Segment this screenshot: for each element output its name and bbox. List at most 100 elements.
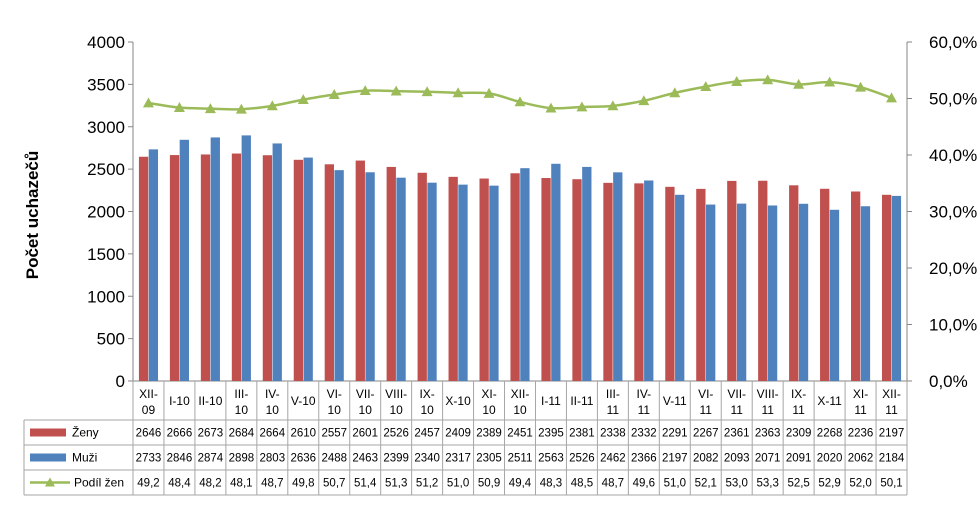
point-podil-zen [514, 96, 526, 107]
point-podil-zen [173, 102, 185, 112]
bar-zeny [572, 179, 582, 381]
table-value: 2874 [198, 453, 224, 465]
table-value: 2457 [414, 428, 440, 440]
bar-zeny [851, 191, 861, 381]
table-value: 52,1 [695, 478, 717, 490]
table-value: 2462 [600, 453, 626, 465]
table-value: 2361 [724, 428, 750, 440]
x-tick-label: VII- [727, 387, 746, 401]
table-value: 51,4 [354, 478, 377, 490]
point-podil-zen [452, 87, 464, 98]
bar-zeny [324, 164, 334, 381]
x-tick-label: XII- [511, 387, 530, 401]
x-tick-label: 10 [482, 403, 496, 417]
table-value: 50,1 [880, 478, 902, 490]
table-value: 2636 [290, 453, 316, 465]
table-value: 2846 [167, 453, 193, 465]
table-value: 2526 [383, 428, 409, 440]
bar-zeny [386, 166, 396, 381]
x-tick-label: XII- [139, 387, 158, 401]
table-value: 50,7 [323, 478, 345, 490]
table-value: 52,9 [818, 478, 840, 490]
table-value: 2898 [229, 453, 255, 465]
y-tick-label: 3000 [87, 118, 125, 137]
table-value: 51,0 [664, 478, 686, 490]
y2-tick-label: 60,0% [929, 33, 977, 52]
x-tick-label: XI- [853, 387, 868, 401]
x-tick-label: X-10 [445, 394, 471, 408]
legend-key-marker [45, 477, 55, 487]
point-podil-zen [793, 78, 805, 89]
x-tick-label: XII- [882, 387, 901, 401]
legend-label: Muži [72, 451, 97, 465]
bar-muzi [303, 157, 313, 381]
bar-zeny [541, 178, 551, 381]
point-podil-zen [359, 85, 371, 95]
bar-zeny [881, 194, 892, 381]
legend-key-zeny [30, 428, 66, 437]
bar-zeny [696, 188, 706, 381]
table-value: 2317 [445, 453, 471, 465]
x-tick-label: VII- [356, 387, 375, 401]
bar-muzi [675, 194, 685, 381]
bar-muzi [427, 182, 437, 381]
table-value: 53,0 [726, 478, 748, 490]
bar-muzi [520, 168, 530, 381]
bar-zeny [417, 172, 427, 381]
x-tick-label: III- [606, 387, 620, 401]
point-podil-zen [266, 100, 278, 111]
point-podil-zen [700, 81, 712, 92]
table-value: 2389 [476, 428, 502, 440]
table-value: 52,0 [849, 478, 871, 490]
x-tick-label: VI- [327, 387, 342, 401]
table-value: 2646 [136, 428, 162, 440]
table-value: 2236 [848, 428, 874, 440]
y2-tick-label: 40,0% [929, 146, 977, 165]
table-value: 2526 [569, 453, 595, 465]
table-value: 2091 [786, 453, 812, 465]
point-podil-zen [328, 89, 340, 99]
x-tick-label: X-11 [817, 394, 842, 408]
bar-muzi [582, 166, 592, 381]
bar-zeny [138, 156, 149, 381]
bar-muzi [767, 205, 778, 381]
table-value: 2733 [136, 453, 162, 465]
table-value: 2673 [198, 428, 224, 440]
y2-tick-label: 20,0% [929, 259, 977, 278]
table-value: 2803 [260, 453, 286, 465]
bar-muzi [736, 203, 747, 381]
x-tick-label: 10 [389, 403, 403, 417]
bar-muzi [241, 135, 251, 381]
y-tick-label: 1500 [87, 245, 125, 264]
y-tick-label: 0 [116, 372, 125, 391]
bar-muzi [891, 195, 902, 381]
table-value: 2601 [352, 428, 378, 440]
bar-muzi [644, 180, 654, 381]
table-value: 2366 [631, 453, 657, 465]
point-podil-zen [235, 103, 247, 114]
legend-key-muzi [30, 453, 66, 462]
bar-zeny [510, 173, 520, 381]
table-value: 2666 [167, 428, 193, 440]
x-tick-label: IV- [265, 387, 280, 401]
x-tick-label: IX- [791, 387, 806, 401]
y2-tick-label: 10,0% [929, 316, 977, 335]
table-value: 2684 [229, 428, 255, 440]
point-podil-zen [390, 85, 402, 96]
table-value: 48,3 [540, 478, 562, 490]
table-value: 2563 [538, 453, 564, 465]
y-tick-label: 2000 [87, 203, 125, 222]
table-value: 50,9 [478, 478, 500, 490]
bar-muzi [458, 184, 468, 381]
table-value: 2071 [755, 453, 781, 465]
x-tick-label: 11 [792, 403, 805, 417]
bar-muzi [860, 206, 871, 381]
bar-zeny [603, 182, 613, 381]
table-value: 49,8 [292, 478, 314, 490]
x-tick-label: V-10 [291, 394, 316, 408]
x-tick-label: I-10 [169, 394, 190, 408]
x-tick-label: 10 [359, 403, 373, 417]
bar-zeny [665, 186, 675, 381]
table-value: 2197 [879, 428, 905, 440]
table-value: 2610 [290, 428, 316, 440]
